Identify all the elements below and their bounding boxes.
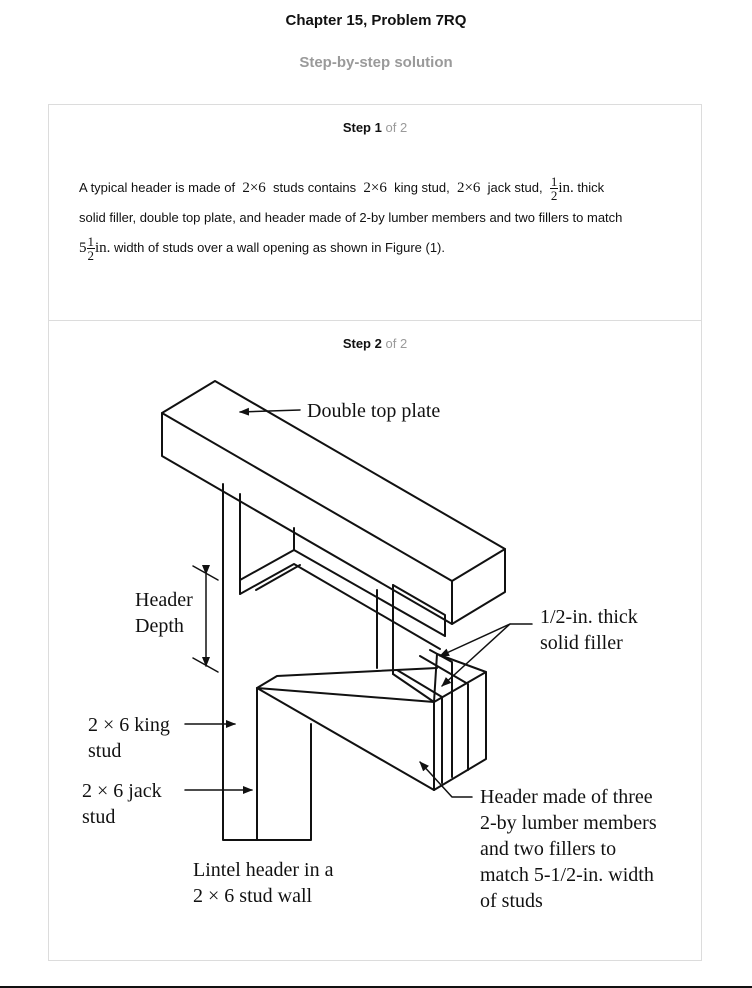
arrow-double-top-plate — [239, 407, 301, 416]
step-word: Step — [342, 120, 371, 135]
label-king-stud-1: 2 × 6 king — [88, 714, 170, 736]
double-top-plate-drawing — [161, 380, 506, 625]
step-word: Step — [342, 336, 371, 351]
label-filler-1: 1/2-in. thick — [540, 606, 638, 628]
arrow-filler-2 — [441, 623, 511, 687]
step-1-card: Step 1 of 2 A typical header is made of … — [48, 104, 702, 321]
label-king-stud-2: stud — [88, 740, 121, 762]
label-header-depth-1: Header — [135, 589, 193, 611]
text-segment: width of studs over a wall opening as sh… — [114, 239, 445, 255]
math-2x6: 2×6 — [456, 179, 481, 196]
bottom-rule — [0, 986, 752, 988]
label-lintel-1: Lintel header in a — [193, 859, 334, 881]
king-stud-drawing — [222, 483, 312, 841]
header-depth-dimension — [192, 565, 219, 673]
step-total: of 2 — [385, 120, 408, 135]
unit-in: in. — [95, 239, 111, 256]
solution-subtitle: Step-by-step solution — [299, 54, 453, 71]
step-1-text-line-1: A typical header is made of 2×6 studs co… — [79, 175, 675, 202]
text-segment: jack stud, — [487, 179, 543, 195]
label-filler-2: solid filler — [540, 632, 623, 654]
chapter-title: Chapter 15, Problem 7RQ — [285, 12, 467, 29]
label-header-3: and two fillers to — [480, 838, 616, 860]
label-header-5: of studs — [480, 890, 543, 912]
opening-frame-drawing — [239, 527, 446, 675]
step-number: 1 — [374, 120, 382, 135]
label-jack-stud-2: stud — [82, 806, 115, 828]
step-1-text-line-2: solid filler, double top plate, and head… — [79, 210, 623, 225]
label-double-top-plate: Double top plate — [307, 400, 440, 422]
arrow-header — [419, 761, 473, 798]
text-segment: studs contains — [273, 179, 357, 195]
step-1-text-line-3: 5 1 2 in. width of studs over a wall openin… — [79, 235, 675, 262]
arrow-filler-1 — [439, 623, 533, 657]
label-header-2: 2-by lumber members — [480, 812, 657, 834]
text-segment: thick — [577, 179, 605, 195]
step-total: of 2 — [385, 336, 408, 351]
label-header-depth-2: Depth — [135, 615, 184, 637]
label-header-1: Header made of three — [480, 786, 653, 808]
step-number: 2 — [374, 336, 382, 351]
label-lintel-2: 2 × 6 stud wall — [193, 885, 312, 907]
step-1-label: Step 1 of 2 — [49, 120, 701, 135]
text-segment: A typical header is made of — [79, 179, 236, 195]
math-2x6: 2×6 — [363, 179, 387, 196]
label-jack-stud-1: 2 × 6 jack — [82, 780, 162, 802]
step-2-label: Step 2 of 2 — [49, 336, 701, 351]
text-segment: king stud, — [394, 179, 450, 195]
label-header-4: match 5-1/2-in. width — [480, 864, 654, 886]
fraction-whole: 5 — [79, 239, 87, 256]
step-2-card: Step 2 of 2 — [48, 320, 702, 961]
math-2x6: 2×6 — [242, 179, 266, 196]
lintel-header-drawing — [256, 649, 487, 791]
unit-in: in. — [558, 179, 574, 196]
